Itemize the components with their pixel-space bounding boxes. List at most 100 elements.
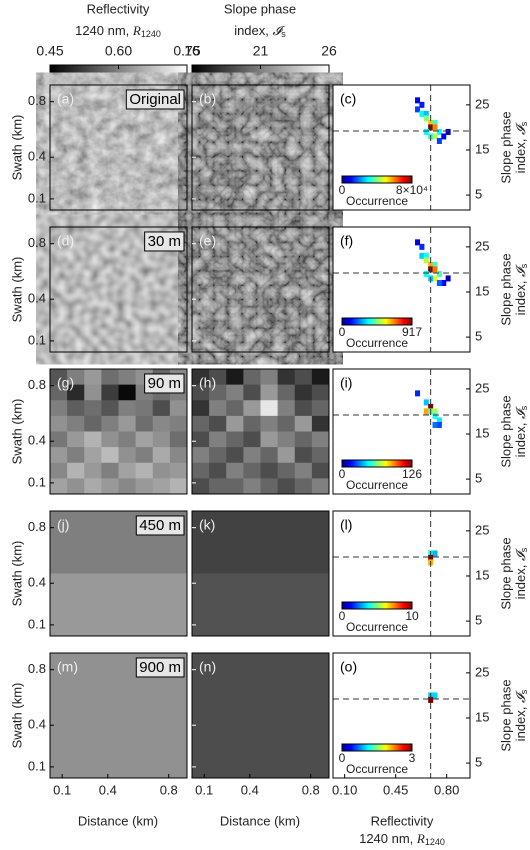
y2-axis-label: index, 𝓘s — [513, 263, 529, 315]
map-pixel — [84, 431, 102, 448]
colorbar-tick-label: 26 — [321, 43, 337, 59]
panel-label: (a) — [57, 91, 74, 107]
panel-frame — [49, 226, 188, 353]
y2-tick-label: 5 — [475, 471, 482, 486]
y-tick-label: 0.1 — [28, 190, 46, 205]
map-pixel — [311, 369, 330, 386]
map-pixel — [311, 447, 330, 464]
map-pixel — [243, 415, 261, 432]
map-pixel — [294, 462, 313, 479]
map-texture — [192, 85, 329, 210]
label-part: s — [519, 263, 529, 268]
map-pixel — [101, 447, 119, 464]
density-cell — [432, 408, 438, 415]
y2-tick-label: 5 — [475, 613, 482, 628]
colorbar-tick-label: 0.60 — [105, 43, 132, 59]
map-pixel — [67, 431, 85, 448]
header: Slope phase — [224, 1, 296, 16]
resolution-label: 900 m — [139, 659, 181, 676]
map-pixel — [226, 384, 244, 401]
y2-axis-label: Slope phase — [498, 537, 513, 609]
map-pixel — [260, 573, 330, 637]
map-pixel — [169, 462, 188, 479]
density-cell — [436, 270, 442, 277]
map-pixel — [243, 369, 261, 386]
colorbar-title: Occurrence — [346, 620, 408, 634]
map-pixel — [50, 431, 68, 448]
panel-bg — [333, 227, 470, 352]
label-part: s — [519, 547, 529, 552]
resolution-box — [135, 515, 185, 536]
map-pixel — [50, 415, 68, 432]
y-tick-label: 0.1 — [28, 332, 46, 347]
density-cell — [432, 692, 438, 699]
y-axis-label: Swath (km) — [9, 541, 24, 607]
label-part: index, — [513, 703, 528, 741]
map-pixel — [311, 478, 330, 495]
label-part: s — [519, 689, 529, 694]
panel-frame — [332, 652, 471, 779]
density-cell — [441, 133, 447, 140]
map-pixel — [118, 415, 137, 432]
map-pixel — [260, 478, 279, 495]
map-pixel — [135, 478, 154, 495]
panel-bg — [333, 369, 470, 494]
panel-label: (h) — [199, 375, 216, 391]
panel-label: (k) — [199, 517, 215, 533]
map-pixel — [152, 447, 171, 464]
y2-tick-label: 25 — [475, 664, 489, 679]
map-pixel — [192, 369, 210, 386]
density-cell — [436, 279, 442, 286]
y2-axis-label: Slope phase — [498, 111, 513, 183]
y2-tick-label: 5 — [475, 329, 482, 344]
density-cell — [432, 412, 438, 419]
colorbar-label: 126 — [402, 467, 422, 481]
density-cell — [428, 403, 434, 410]
map-pixel — [243, 462, 261, 479]
y-axis-label: Swath (km) — [9, 683, 24, 749]
colorbar-label: 0 — [339, 325, 346, 339]
colorbar-label: 8×10⁴ — [396, 183, 428, 197]
map-pixel — [84, 447, 102, 464]
x-tick-label: 0.4 — [241, 782, 259, 797]
map-pixel — [260, 384, 279, 401]
y2-axis-label: index, 𝓘s — [513, 405, 529, 457]
map-pixel — [50, 447, 68, 464]
occurrence-colorbar — [341, 175, 413, 184]
y2-tick-label: 5 — [475, 187, 482, 202]
map-texture — [192, 227, 329, 352]
map-pixel — [152, 400, 171, 417]
map-pixel — [101, 384, 119, 401]
density-cell — [423, 408, 429, 415]
density-cell — [432, 266, 438, 273]
panel-label: (m) — [57, 659, 78, 675]
map-pixel — [226, 478, 244, 495]
y2-tick-label: 5 — [475, 755, 482, 770]
x-tick-label: 0.8 — [160, 782, 178, 797]
y2-tick-label: 25 — [475, 522, 489, 537]
density-cell — [432, 550, 438, 557]
map-pixel — [118, 384, 137, 401]
panel-label: (l) — [340, 517, 352, 533]
map-pixel — [277, 369, 296, 386]
colorbar-tick-label: 21 — [253, 43, 269, 59]
y2-axis-label: Slope phase — [498, 395, 513, 467]
resolution-box — [144, 373, 185, 394]
map-pixel — [67, 400, 85, 417]
colorbar-tick-label: 16 — [184, 43, 200, 59]
density-cell — [428, 119, 434, 126]
panel-label: (i) — [340, 375, 352, 391]
map-pixel — [135, 431, 154, 448]
map-pixel — [84, 369, 102, 386]
map-pixel — [118, 400, 137, 417]
map-pixel — [101, 431, 119, 448]
density-cell — [415, 239, 421, 246]
map-pixel — [311, 462, 330, 479]
map-pixel — [243, 447, 261, 464]
label-part: index, — [513, 561, 528, 599]
map-pixel — [209, 400, 227, 417]
map-pixel — [311, 431, 330, 448]
y2-tick-label: 15 — [475, 141, 489, 156]
panel-bg — [333, 85, 470, 210]
colorbar-label: 3 — [409, 751, 416, 765]
